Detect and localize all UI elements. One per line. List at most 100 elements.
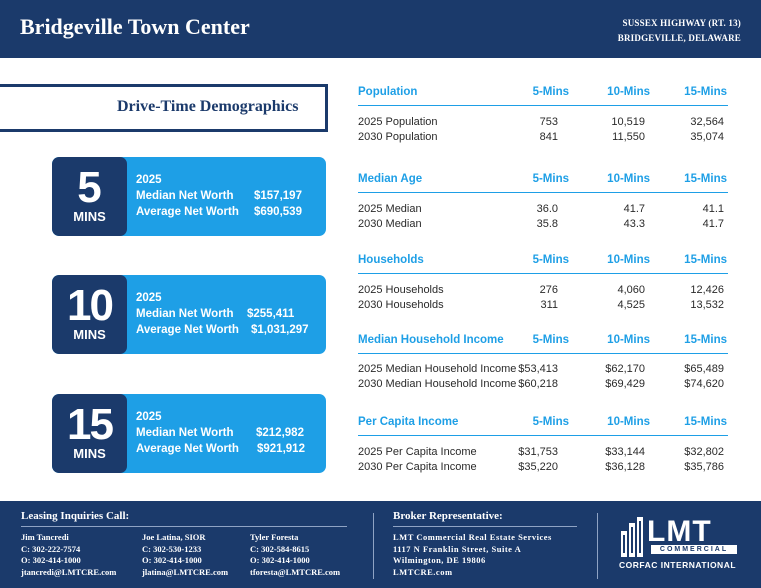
lmt-logo: LMT COMMERCIAL CORFAC INTERNATIONAL: [617, 515, 747, 575]
card-badge: 15 MINS: [52, 394, 127, 473]
contact-email[interactable]: jtancredi@LMTCRE.com: [21, 566, 117, 577]
contact-email[interactable]: jlatina@LMTCRE.com: [142, 566, 229, 577]
property-address: SUSSEX HIGHWAY (RT. 13) BRIDGEVILLE, DEL…: [618, 16, 741, 46]
divider: [21, 526, 347, 527]
value-5-mins: $31,753: [518, 446, 558, 458]
value-15-mins: $74,620: [684, 378, 724, 390]
average-net-worth-label: Average Net Worth: [136, 324, 239, 336]
table-row: 2025 Households 276 4,060 12,426: [358, 284, 728, 299]
value-5-mins: 753: [539, 116, 558, 128]
col-5-mins: 5-Mins: [532, 254, 569, 266]
value-5-mins: 35.8: [536, 218, 558, 230]
divider: [393, 526, 577, 527]
address-line-2: BRIDGEVILLE, DELAWARE: [617, 33, 741, 43]
drive-time-title: Drive-Time Demographics: [117, 98, 299, 115]
drive-time-title-box: Drive-Time Demographics: [0, 84, 328, 132]
value-10-mins: 10,519: [611, 116, 645, 128]
table-title: Households: [358, 254, 424, 266]
contact-email[interactable]: tforesta@LMTCRE.com: [250, 566, 341, 577]
value-15-mins: 12,426: [690, 284, 724, 296]
contact-card: Jim Tancredi C: 302-222-7574 O: 302-414-…: [21, 532, 116, 578]
col-10-mins: 10-Mins: [607, 334, 650, 346]
value-15-mins: $32,802: [684, 446, 724, 458]
card-number: 15: [67, 400, 114, 449]
value-15-mins: 32,564: [690, 116, 724, 128]
value-5-mins: $60,218: [518, 378, 558, 390]
value-10-mins: 11,550: [612, 131, 645, 143]
row-label: 2025 Median: [358, 203, 422, 215]
contact-cell[interactable]: C: 302-530-1233: [142, 543, 202, 554]
median-net-worth-label: Median Net Worth: [136, 190, 234, 202]
table-row: 2030 Median Household Income $60,218 $69…: [358, 378, 728, 393]
card-badge: 5 MINS: [52, 157, 127, 236]
average-net-worth-label: Average Net Worth: [136, 443, 239, 455]
card-year: 2025: [136, 411, 162, 423]
median-household-income-table: Median Household Income 5-Mins 10-Mins 1…: [358, 332, 728, 393]
drive-time-card-15: 15 MINS 2025 Median Net Worth $212,982 A…: [52, 394, 326, 473]
contact-name: Tyler Foresta: [250, 532, 299, 542]
col-15-mins: 15-Mins: [684, 254, 727, 266]
value-10-mins: 41.7: [623, 203, 645, 215]
median-net-worth-value: $255,411: [247, 308, 295, 320]
col-5-mins: 5-Mins: [532, 416, 569, 428]
table-row: 2025 Median 36.0 41.7 41.1: [358, 203, 728, 218]
value-5-mins: 841: [539, 131, 558, 143]
broker-company: LMT Commercial Real Estate Services: [393, 532, 552, 542]
card-number: 5: [77, 163, 102, 212]
median-net-worth-label: Median Net Worth: [136, 308, 234, 320]
table-row: 2030 Per Capita Income $35,220 $36,128 $…: [358, 461, 728, 476]
divider: [597, 513, 598, 579]
average-net-worth-value: $690,539: [254, 206, 302, 218]
drive-time-card-5: 5 MINS 2025 Median Net Worth $157,197 Av…: [52, 157, 326, 236]
divider: [373, 513, 374, 579]
contact-office[interactable]: O: 302-414-1000: [250, 555, 310, 565]
table-row: 2030 Median 35.8 43.3 41.7: [358, 218, 728, 233]
card-number: 10: [67, 281, 114, 330]
value-10-mins: $62,170: [605, 363, 645, 375]
table-header: Population 5-Mins 10-Mins 15-Mins: [358, 84, 728, 106]
row-label: 2025 Population: [358, 116, 438, 128]
col-5-mins: 5-Mins: [532, 86, 569, 98]
value-15-mins: 41.1: [702, 203, 724, 215]
table-title: Median Age: [358, 173, 423, 185]
address-line-1: SUSSEX HIGHWAY (RT. 13): [622, 18, 741, 28]
broker-website[interactable]: LMTCRE.com: [393, 566, 453, 577]
table-header: Median Age 5-Mins 10-Mins 15-Mins: [358, 171, 728, 193]
contact-office[interactable]: O: 302-414-1000: [142, 555, 202, 565]
value-10-mins: $69,429: [605, 378, 645, 390]
logo-tagline: CORFAC INTERNATIONAL: [619, 560, 737, 570]
col-15-mins: 15-Mins: [684, 86, 727, 98]
col-15-mins: 15-Mins: [684, 334, 727, 346]
table-header: Per Capita Income 5-Mins 10-Mins 15-Mins: [358, 414, 728, 436]
value-15-mins: $65,489: [684, 363, 724, 375]
table-title: Median Household Income: [358, 334, 504, 346]
median-age-table: Median Age 5-Mins 10-Mins 15-Mins 2025 M…: [358, 171, 728, 233]
row-label: 2025 Households: [358, 284, 444, 296]
contact-cell[interactable]: C: 302-222-7574: [21, 543, 81, 554]
col-5-mins: 5-Mins: [532, 334, 569, 346]
median-net-worth-value: $212,982: [256, 427, 304, 439]
table-header: Median Household Income 5-Mins 10-Mins 1…: [358, 332, 728, 354]
logo-subtitle: COMMERCIAL: [651, 545, 737, 554]
contact-office[interactable]: O: 302-414-1000: [21, 555, 81, 565]
page-title: Bridgeville Town Center: [20, 14, 250, 39]
row-label: 2030 Per Capita Income: [358, 461, 477, 473]
contact-card: Tyler Foresta C: 302-584-8615 O: 302-414…: [250, 532, 340, 578]
value-15-mins: 41.7: [702, 218, 724, 230]
average-net-worth-value: $921,912: [257, 443, 305, 455]
value-10-mins: $33,144: [605, 446, 645, 458]
broker-street: 1117 N Franklin Street, Suite A: [393, 543, 522, 554]
value-15-mins: $35,786: [684, 461, 724, 473]
value-5-mins: 36.0: [536, 203, 558, 215]
contact-cell[interactable]: C: 302-584-8615: [250, 543, 310, 554]
card-year: 2025: [136, 292, 162, 304]
col-10-mins: 10-Mins: [607, 416, 650, 428]
table-header: Households 5-Mins 10-Mins 15-Mins: [358, 252, 728, 274]
card-unit: MINS: [73, 327, 106, 342]
households-table: Households 5-Mins 10-Mins 15-Mins 2025 H…: [358, 252, 728, 314]
contact-name: Joe Latina, SIOR: [142, 532, 206, 542]
value-10-mins: 43.3: [623, 218, 645, 230]
table-row: 2025 Per Capita Income $31,753 $33,144 $…: [358, 446, 728, 461]
table-row: 2025 Population 753 10,519 32,564: [358, 116, 728, 131]
col-10-mins: 10-Mins: [607, 173, 650, 185]
